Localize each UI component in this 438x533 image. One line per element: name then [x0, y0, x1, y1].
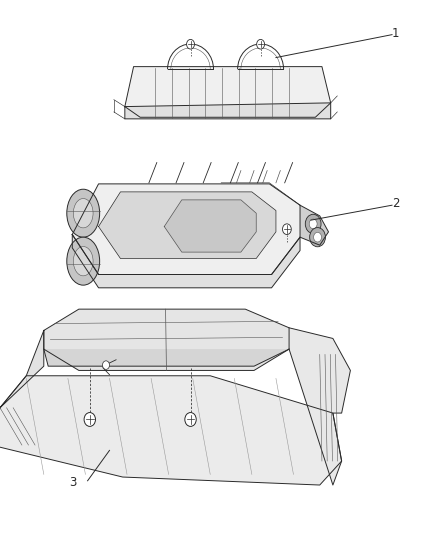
- Circle shape: [84, 413, 95, 426]
- Circle shape: [309, 219, 317, 229]
- Circle shape: [257, 39, 265, 49]
- Polygon shape: [164, 200, 256, 252]
- Polygon shape: [289, 328, 350, 485]
- Circle shape: [305, 214, 321, 233]
- Polygon shape: [0, 330, 44, 408]
- Circle shape: [185, 413, 196, 426]
- Polygon shape: [72, 235, 300, 288]
- Circle shape: [187, 39, 194, 49]
- Text: 2: 2: [392, 197, 399, 210]
- Polygon shape: [0, 376, 342, 485]
- Polygon shape: [44, 309, 289, 370]
- Circle shape: [102, 361, 110, 369]
- Circle shape: [314, 232, 321, 242]
- Text: 1: 1: [392, 27, 399, 39]
- Ellipse shape: [67, 237, 99, 285]
- Circle shape: [283, 224, 291, 235]
- Polygon shape: [72, 184, 300, 274]
- Polygon shape: [300, 205, 328, 245]
- Polygon shape: [125, 67, 331, 117]
- Polygon shape: [99, 192, 276, 259]
- Ellipse shape: [67, 189, 99, 237]
- Ellipse shape: [73, 198, 93, 228]
- Text: 3: 3: [69, 476, 77, 489]
- Ellipse shape: [73, 247, 93, 276]
- Polygon shape: [125, 103, 331, 119]
- Polygon shape: [44, 349, 289, 366]
- Circle shape: [310, 228, 325, 247]
